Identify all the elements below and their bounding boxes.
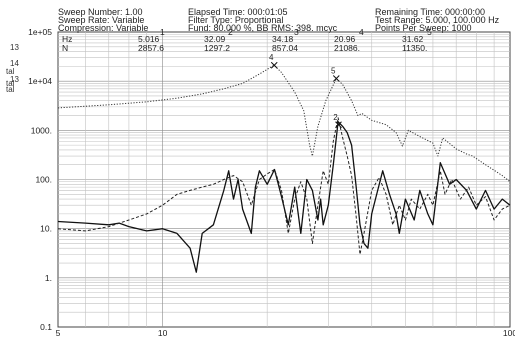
peak-index: 5 [427, 27, 432, 37]
peak-index: 1 [160, 27, 165, 37]
peak-marker [332, 75, 340, 82]
peak-hz: 32.09 [204, 34, 226, 44]
series-layer [57, 64, 511, 273]
series-line-1 [57, 64, 511, 183]
remaining-time: Remaining Time: 000:00:00 [375, 7, 485, 17]
y-tick-label: 1e+04 [28, 76, 52, 86]
peak-marker [335, 121, 342, 129]
y-axis-tick-labels: 0.1 1. 10. 100. 1000. 1e+04 1e+05 [28, 27, 52, 332]
side-label: 13 [10, 75, 19, 84]
peak-index: 3 [294, 27, 299, 37]
peak-index: 2 [228, 27, 233, 37]
y-tick-label: 1e+05 [28, 27, 52, 37]
peak-n: 1297.2 [204, 43, 230, 53]
fund-rms: Fund: 80.000 %, BB RMS: 398. mcyc [188, 23, 338, 33]
peak-marker-label: 5 [331, 66, 336, 75]
peak-n: 11350. [402, 43, 427, 53]
sweep-number: Sweep Number: 1.00 [58, 7, 143, 17]
series-line-2 [57, 121, 511, 273]
grid [58, 32, 510, 327]
elapsed-time: Elapsed Time: 000:01:05 [188, 7, 288, 17]
peak-hz: 34.18 [272, 34, 294, 44]
y-tick-label: 100. [35, 175, 52, 185]
side-label: 13 [10, 43, 19, 52]
side-label: tal [6, 79, 15, 88]
peak-hz: 20.96 [334, 34, 356, 44]
peak-hz: 31.62 [402, 34, 424, 44]
side-label: tal [6, 85, 15, 94]
compression: Compression: Variable [58, 23, 148, 33]
peak-index: 4 [359, 27, 364, 37]
peak-marker-label: 2 [333, 113, 338, 122]
y-tick-label: 10. [40, 224, 52, 234]
peak-n: 21086. [334, 43, 360, 53]
peak-marker [270, 61, 278, 69]
peak-table: Hz N 1 5.016 2857.6 2 32.09 1297.2 3 34.… [62, 27, 432, 53]
series-line-3 [57, 117, 511, 255]
points-per-sweep: Points Per Sweep: 1000 [375, 23, 472, 33]
peak-n: 2857.6 [138, 43, 164, 53]
side-label: tal [6, 67, 15, 76]
x-tick-label: 5 [56, 328, 61, 337]
peak-marker-label: 4 [269, 53, 274, 62]
peak-n: 857.04 [272, 43, 298, 53]
y-tick-label: 1000. [31, 125, 52, 135]
markers-layer: 4 5 2 [269, 53, 342, 129]
sweep-rate: Sweep Rate: Variable [58, 15, 144, 25]
peak-hz: 5.016 [138, 34, 160, 44]
y-tick-label: 1. [45, 273, 52, 283]
row-label-hz: Hz [62, 34, 72, 44]
row-label-n: N [62, 43, 68, 53]
filter-type: Filter Type: Proportional [188, 15, 283, 25]
side-label: 14 [10, 59, 19, 68]
x-tick-label: 100 [503, 328, 515, 337]
x-tick-label: 10 [158, 328, 168, 337]
test-range: Test Range: 5.000, 100.000 Hz [375, 15, 500, 25]
x-axis-tick-labels: 5 10 100 [56, 328, 515, 337]
y-tick-label: 0.1 [40, 322, 52, 332]
